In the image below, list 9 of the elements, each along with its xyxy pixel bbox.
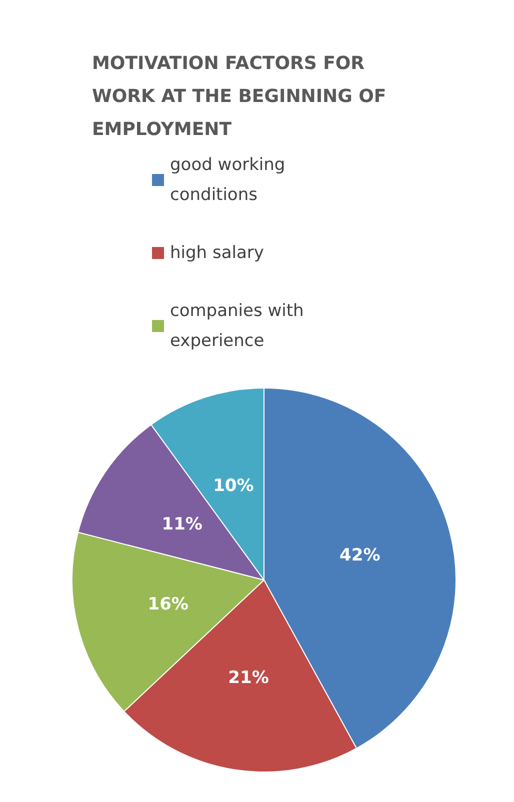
data-label: 10% bbox=[213, 476, 254, 496]
data-label: 21% bbox=[228, 668, 269, 688]
legend-label: good working conditions bbox=[170, 155, 291, 205]
data-label: 16% bbox=[148, 594, 188, 615]
chart-title: MOTIVATION FACTORS FOR WORK AT THE BEGINNING OF EMPLOYMENT bbox=[92, 53, 392, 140]
legend-label: companies with experience bbox=[170, 301, 310, 351]
data-label: 11% bbox=[162, 514, 202, 534]
legend-label: high salary bbox=[170, 243, 264, 263]
data-label: 42% bbox=[340, 545, 380, 566]
